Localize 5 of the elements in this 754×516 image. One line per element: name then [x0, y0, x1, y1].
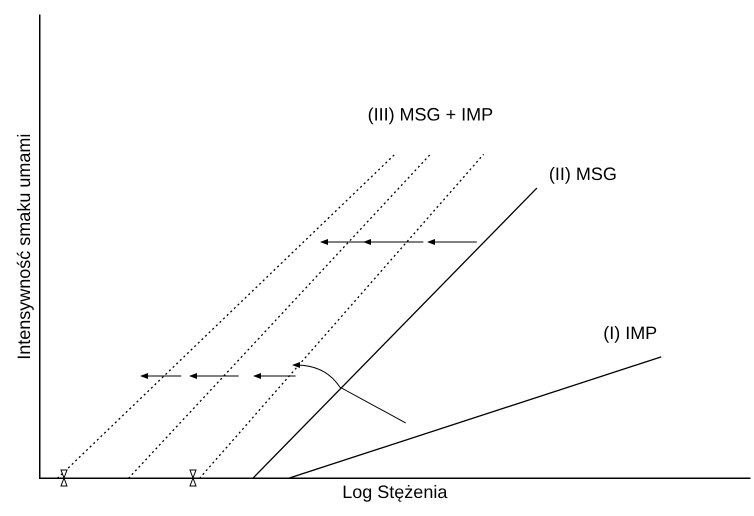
- series-label: (I) IMP: [603, 322, 658, 343]
- series-label: (II) MSG: [548, 164, 617, 184]
- y-axis-title: Intensywność smaku umami: [14, 134, 34, 360]
- text: (III) MSG + IMP: [368, 104, 494, 124]
- x-axis-title: Log Stężenia: [342, 482, 448, 502]
